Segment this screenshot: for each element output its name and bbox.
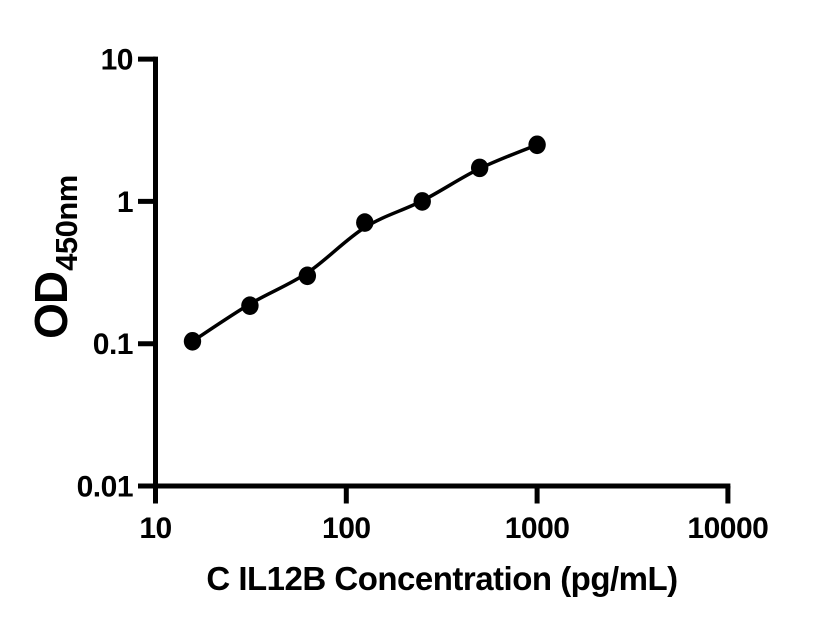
y-tick-label: 10 xyxy=(101,44,133,77)
y-tick-label: 0.01 xyxy=(77,471,133,504)
x-tick-label: 1000 xyxy=(505,512,570,545)
data-point-marker xyxy=(470,158,489,178)
y-axis-title-base: OD xyxy=(25,271,77,339)
tick-labels: 10 100 1000 10000 10 1 0.1 0.01 xyxy=(77,44,769,545)
data-point-marker xyxy=(298,266,317,286)
x-tick-label: 10000 xyxy=(687,512,768,545)
x-tick-label: 100 xyxy=(322,512,371,545)
x-axis-title: C IL12B Concentration (pg/mL) xyxy=(206,560,678,597)
data-point-marker xyxy=(528,135,546,155)
data-point-marker xyxy=(241,296,259,315)
y-axis-title-subscript: 450nm xyxy=(49,175,84,271)
y-tick-label: 0.1 xyxy=(93,328,133,361)
data-points xyxy=(183,135,546,351)
x-tick-label: 10 xyxy=(139,512,171,545)
data-point-marker xyxy=(356,213,374,232)
y-axis-title: OD450nm xyxy=(21,97,84,417)
axes xyxy=(153,56,731,489)
data-point-marker xyxy=(413,192,431,211)
tick-marks xyxy=(138,56,731,504)
y-tick-label: 1 xyxy=(117,186,133,219)
data-point-marker xyxy=(183,331,202,351)
